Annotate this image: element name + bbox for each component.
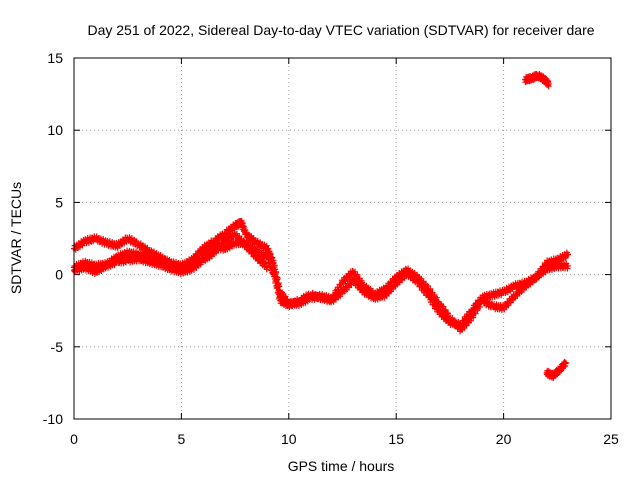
x-tick-label: 20 [496, 431, 512, 447]
chart-title: Day 251 of 2022, Sidereal Day-to-day VTE… [87, 22, 594, 38]
x-tick-label: 5 [178, 431, 186, 447]
series-track-5 [543, 359, 569, 381]
data-point [562, 359, 569, 366]
data-point [565, 262, 572, 269]
data-point [274, 284, 281, 291]
series-track-3 [71, 230, 271, 278]
axis-ticks: 0 5 10 15 20 25 -10 -5 0 5 10 15 [43, 50, 619, 447]
y-tick-label: -5 [51, 339, 64, 355]
data-point [264, 264, 271, 271]
data-points [71, 70, 572, 381]
data-point [272, 277, 279, 284]
y-tick-label: 10 [47, 122, 63, 138]
y-axis-label: SDTVAR / TECUs [8, 182, 24, 294]
data-point [545, 80, 552, 87]
x-tick-label: 10 [281, 431, 297, 447]
x-axis-label: GPS time / hours [288, 458, 395, 474]
y-tick-label: 5 [55, 194, 63, 210]
x-tick-label: 25 [603, 431, 619, 447]
y-tick-label: 0 [55, 267, 63, 283]
series-track-4 [522, 70, 552, 90]
y-tick-label: -10 [43, 411, 63, 427]
grid [74, 58, 611, 419]
plot-frame [73, 57, 612, 420]
data-point [565, 251, 572, 258]
y-tick-label: 15 [47, 50, 63, 66]
x-tick-label: 0 [70, 431, 78, 447]
series-track-1 [71, 217, 572, 335]
x-tick-label: 15 [388, 431, 404, 447]
